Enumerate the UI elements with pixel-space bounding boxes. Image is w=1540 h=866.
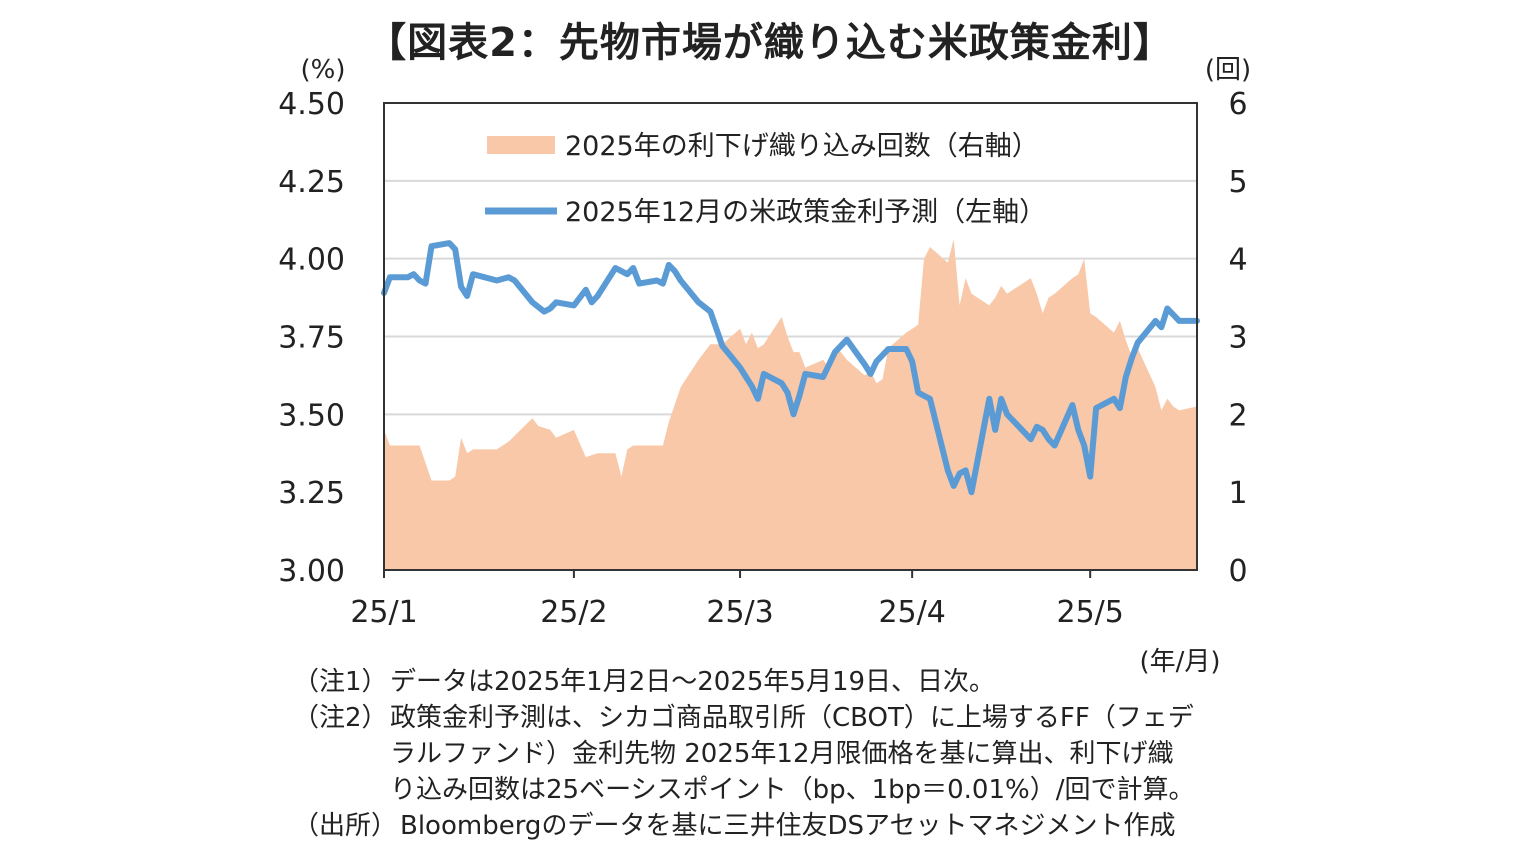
left-tick-label: 4.00 <box>278 243 345 278</box>
note-2-tag: （注2） <box>293 703 388 733</box>
note-2-line: ラルファンド）金利先物 2025年12月限価格を基に算出、利下げ織 <box>390 739 1174 769</box>
note-2-line: り込み回数は25ベーシスポイント（bp、1bp＝0.01%）/回で計算。 <box>390 775 1195 805</box>
note-1-line: データは2025年1月2日～2025年5月19日、日次。 <box>390 667 996 697</box>
x-tick-label: 25/4 <box>878 595 945 630</box>
x-tick-label: 25/3 <box>706 595 773 630</box>
right-axis-unit: (回) <box>1205 55 1251 85</box>
page-title: 【図表2：先物市場が織り込む米政策金利】 <box>366 20 1174 66</box>
left-tick-label: 3.75 <box>278 321 345 356</box>
source-tag: （出所） <box>293 811 398 841</box>
left-tick-label: 3.00 <box>278 554 345 589</box>
plot-frame <box>383 102 1198 571</box>
note-2-line: 政策金利予測は、シカゴ商品取引所（CBOT）に上場するFF（フェデ <box>390 703 1194 733</box>
axes-layer: 3.00 3.25 3.50 3.75 4.00 4.25 4.50 0 1 2 3 4 5 6 25/1 2… <box>278 87 1247 630</box>
legend-area-label: 2025年の利下げ織り込み回数（右軸） <box>565 131 1039 162</box>
right-tick-label: 1 <box>1228 476 1247 511</box>
right-tick-label: 3 <box>1228 321 1247 356</box>
right-tick-label: 0 <box>1228 554 1247 589</box>
legend-line-label: 2025年12月の米政策金利予測（左軸） <box>565 197 1046 228</box>
line-series-policy-rate <box>381 240 1200 496</box>
right-tick-label: 5 <box>1228 165 1247 200</box>
x-axis-unit: (年/月) <box>1139 647 1220 677</box>
left-axis-unit: (%) <box>301 55 346 85</box>
legend: 2025年の利下げ織り込み回数（右軸） 2025年12月の米政策金利予測（左軸） <box>485 131 1046 228</box>
right-tick-label: 4 <box>1228 243 1247 278</box>
left-tick-label: 3.50 <box>278 398 345 433</box>
left-tick-label: 3.25 <box>278 476 345 511</box>
left-tick-label: 4.25 <box>278 165 345 200</box>
note-1-tag: （注1） <box>293 667 388 697</box>
x-tick-label: 25/2 <box>540 595 607 630</box>
x-tick-label: 25/1 <box>350 595 417 630</box>
x-tick-label: 25/5 <box>1056 595 1123 630</box>
right-tick-label: 6 <box>1228 87 1247 122</box>
line-series-layer <box>381 240 1200 496</box>
source-line: Bloombergのデータを基に三井住友DSアセットマネジメント作成 <box>400 811 1176 841</box>
legend-area-swatch <box>487 136 555 154</box>
right-tick-label: 2 <box>1228 398 1247 433</box>
left-tick-label: 4.50 <box>278 87 345 122</box>
